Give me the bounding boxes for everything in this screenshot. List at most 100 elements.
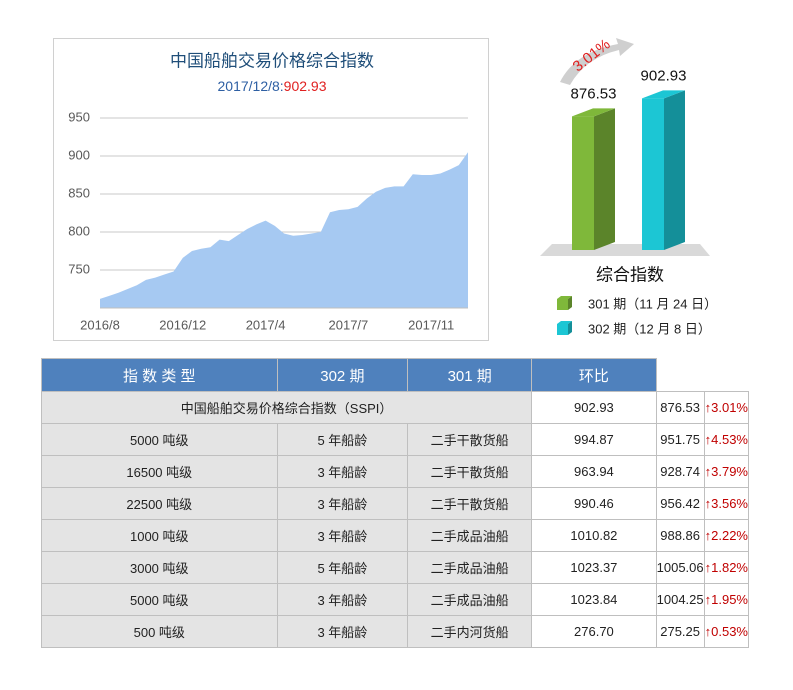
change-cell: ↑1.82%: [703, 551, 750, 584]
y-tick-label: 800: [68, 223, 90, 238]
x-tick-label: 2016/12: [159, 317, 206, 332]
value-cell: 988.86: [655, 519, 705, 552]
up-arrow: ↑: [704, 464, 712, 479]
type-cell: 二手成品油船: [407, 583, 533, 616]
subtitle-date: 2017/12/8:: [218, 78, 284, 94]
change-value: 0.53%: [711, 624, 748, 639]
y-tick-label: 950: [68, 109, 90, 124]
type-cell: 5 年船龄: [276, 551, 409, 584]
header-cell: 301 期: [407, 358, 533, 392]
table-row: 5000 吨级 5 年船龄 二手干散货船 994.87 951.75 ↑4.53%: [41, 423, 750, 456]
up-arrow: ↑: [704, 592, 712, 607]
x-tick-label: 2017/11: [408, 317, 454, 332]
change-cell: ↑0.53%: [703, 615, 750, 648]
type-cell: 22500 吨级: [41, 487, 278, 520]
value-cell: 1023.37: [531, 551, 657, 584]
value-cell: 1010.82: [531, 519, 657, 552]
type-cell: 3000 吨级: [41, 551, 278, 584]
change-cell: ↑3.01%: [703, 391, 750, 424]
change-value: 2.22%: [711, 528, 748, 543]
value-cell: 963.94: [531, 455, 657, 488]
bar: [572, 116, 594, 251]
index-table: 指 数 类 型 302 期 301 期环比 中国船舶交易价格综合指数（SSPI） 90…: [40, 358, 750, 648]
type-cell: 3 年船龄: [276, 487, 409, 520]
type-cell: 3 年船龄: [276, 455, 409, 488]
up-arrow: ↑: [704, 560, 712, 575]
header-cell: 指 数 类 型: [41, 358, 278, 392]
x-tick-label: 2016/8: [80, 317, 120, 332]
value-cell: 994.87: [531, 423, 657, 456]
type-cell: 二手成品油船: [407, 519, 533, 552]
legend-swatch: [557, 324, 568, 335]
type-cell: 16500 吨级: [41, 455, 278, 488]
type-cell: 二手干散货船: [407, 423, 533, 456]
bar: [642, 98, 664, 251]
legend-swatch-side: [568, 321, 572, 335]
chart-title: 中国船舶交易价格综合指数: [170, 51, 374, 70]
type-cell: 5 年船龄: [276, 423, 409, 456]
type-cell: 二手成品油船: [407, 551, 533, 584]
bar-top: [642, 90, 685, 99]
chart-subtitle: 2017/12/8:902.93: [218, 78, 327, 94]
legend-swatch: [557, 299, 568, 310]
table-row: 16500 吨级 3 年船龄 二手干散货船 963.94 928.74 ↑3.79%: [41, 455, 750, 488]
up-arrow: ↑: [704, 400, 712, 415]
legend-swatch-side: [568, 296, 572, 310]
y-tick-label: 900: [68, 147, 90, 162]
legend-swatch-top: [557, 296, 572, 299]
value-cell: 1004.25: [655, 583, 705, 616]
bar-side: [594, 108, 615, 251]
table-row: 500 吨级 3 年船龄 二手内河货船 276.70 275.25 ↑0.53%: [41, 615, 750, 648]
area: [100, 152, 468, 308]
table-body: 中国船舶交易价格综合指数（SSPI） 902.93 876.53 ↑3.01% 5000…: [40, 391, 750, 648]
value-cell: 1005.06: [655, 551, 705, 584]
change-cell: ↑4.53%: [703, 423, 750, 456]
change-value: 3.79%: [711, 464, 748, 479]
area-chart: 750 800 850 900 950 2016/8 2016/12 2017/4 2017/7…: [68, 109, 468, 332]
subtitle-value: 902.93: [284, 78, 327, 94]
type-cell: 3 年船龄: [276, 615, 409, 648]
value-cell: 902.93: [531, 391, 657, 424]
y-tick-label: 750: [68, 261, 90, 276]
up-arrow: ↑: [704, 624, 712, 639]
type-cell: 5000 吨级: [41, 583, 278, 616]
up-arrow: ↑: [704, 432, 712, 447]
x-tick-label: 2017/7: [329, 317, 369, 332]
type-cell: 3 年船龄: [276, 519, 409, 552]
change-value: 1.82%: [711, 560, 748, 575]
value-cell: 956.42: [655, 487, 705, 520]
table-row: 3000 吨级 5 年船龄 二手成品油船 1023.37 1005.06 ↑1.82%: [41, 551, 750, 584]
legend-swatch-top: [557, 321, 572, 324]
value-cell: 928.74: [655, 455, 705, 488]
bar-chart: 876.53 301 期（11 月 24 日） 902.93 302 期（12 月 8…: [557, 67, 717, 336]
value-cell: 275.25: [655, 615, 705, 648]
change-value: 3.01%: [711, 400, 748, 415]
growth-label: 3.01%: [570, 36, 614, 76]
up-arrow: ↑: [704, 528, 712, 543]
value-cell: 951.75: [655, 423, 705, 456]
type-cell: 500 吨级: [41, 615, 278, 648]
legend-label: 302 期（12 月 8 日）: [588, 321, 711, 336]
type-cell: 1000 吨级: [41, 519, 278, 552]
value-label: 876.53: [571, 85, 617, 102]
charts: 中国船舶交易价格综合指数 2017/12/8:902.93 7508008509…: [53, 36, 717, 341]
table-row: 22500 吨级 3 年船龄 二手干散货船 990.46 956.42 ↑3.56%: [41, 487, 750, 520]
type-cell: 二手内河货船: [407, 615, 533, 648]
bar-top: [572, 108, 615, 117]
type-cell: 二手干散货船: [407, 455, 533, 488]
type-cell: 3 年船龄: [276, 583, 409, 616]
value-cell: 990.46: [531, 487, 657, 520]
header-cell: 302 期: [276, 358, 409, 392]
value-cell: 876.53: [655, 391, 705, 424]
up-arrow: ↑: [704, 496, 712, 511]
value-cell: 1023.84: [531, 583, 657, 616]
header-cell: 环比: [531, 358, 657, 392]
type-cell: 中国船舶交易价格综合指数（SSPI）: [40, 391, 533, 424]
type-cell: 二手干散货船: [407, 487, 533, 520]
legend-label: 301 期（11 月 24 日）: [588, 296, 717, 311]
change-value: 1.95%: [711, 592, 748, 607]
floor-shadow: [540, 244, 710, 256]
change-cell: ↑1.95%: [703, 583, 750, 616]
type-cell: 5000 吨级: [41, 423, 278, 456]
